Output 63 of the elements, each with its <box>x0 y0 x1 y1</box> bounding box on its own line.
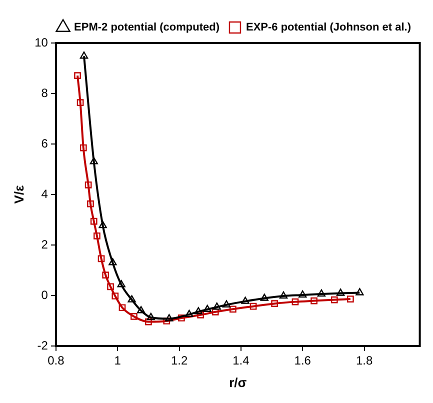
x-tick-label: 1 <box>114 354 122 368</box>
point <box>98 255 105 262</box>
point <box>94 232 100 240</box>
point <box>230 306 236 313</box>
point <box>130 313 138 320</box>
legend-label: EPM-2 potential (computed) <box>74 22 220 34</box>
point <box>80 144 87 152</box>
x-tick-label: 1.2 <box>170 354 188 368</box>
point <box>118 304 126 312</box>
legend-label: EXP-6 potential (Johnson et al.) <box>246 22 412 34</box>
point <box>112 292 119 300</box>
x-tick-label: 1.4 <box>232 354 250 368</box>
point <box>98 220 107 228</box>
point <box>87 200 94 208</box>
point <box>250 302 257 310</box>
point <box>330 296 338 304</box>
point <box>185 310 194 318</box>
point <box>90 157 98 164</box>
x-tick-label: 1.6 <box>294 354 312 368</box>
point <box>146 312 155 320</box>
x-tick-label: 0.8 <box>48 354 65 368</box>
point <box>260 294 268 301</box>
point <box>136 306 146 314</box>
point <box>298 290 307 298</box>
point <box>336 288 345 296</box>
y-axis-title: V/ε <box>11 185 26 204</box>
point <box>212 308 219 316</box>
point <box>102 272 110 278</box>
point <box>203 304 212 312</box>
point <box>194 307 202 314</box>
point <box>74 72 81 79</box>
point <box>241 296 250 304</box>
point <box>346 296 354 302</box>
y-tick-label: 4 <box>41 186 48 201</box>
y-tick-label: 6 <box>41 136 48 150</box>
point <box>271 300 278 308</box>
y-tick-label: 2 <box>41 237 48 252</box>
point <box>163 318 170 324</box>
point <box>90 218 98 225</box>
point <box>128 295 136 302</box>
point <box>310 297 318 304</box>
point <box>292 298 299 306</box>
x-axis-title: r/σ <box>229 374 247 390</box>
point <box>222 300 231 308</box>
y-tick-label: 8 <box>41 86 48 100</box>
point <box>197 312 204 318</box>
point <box>117 280 126 288</box>
point <box>108 258 117 266</box>
point <box>145 318 152 326</box>
y-tick-label: -2 <box>37 338 48 352</box>
point <box>212 302 221 310</box>
point <box>178 314 185 322</box>
point <box>279 291 288 299</box>
point <box>165 314 174 322</box>
y-tick-label: 0 <box>41 288 48 302</box>
point <box>84 181 92 188</box>
point <box>76 99 84 106</box>
y-tick-label: 10 <box>34 35 48 50</box>
x-tick-label: 1.8 <box>356 354 373 368</box>
point <box>80 52 88 59</box>
point <box>356 288 364 296</box>
point <box>317 289 326 297</box>
point <box>107 283 114 290</box>
